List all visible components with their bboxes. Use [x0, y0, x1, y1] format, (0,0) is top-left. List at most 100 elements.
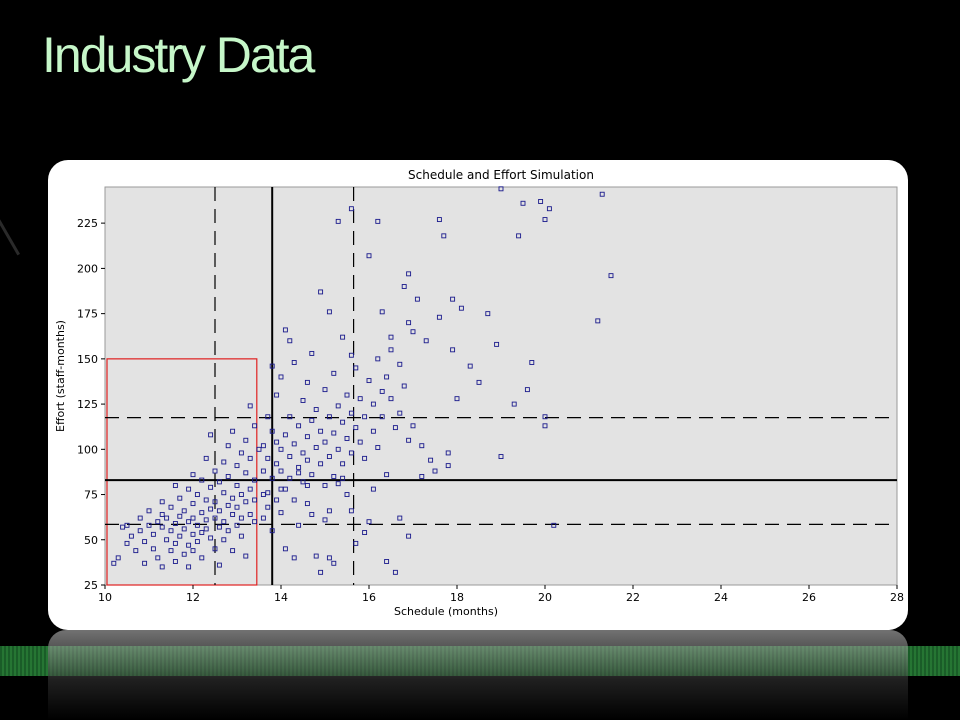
- data-point: [252, 423, 258, 429]
- data-point: [291, 360, 297, 365]
- data-point: [326, 454, 332, 460]
- data-point: [419, 443, 425, 449]
- data-point: [353, 540, 359, 546]
- data-point: [221, 459, 227, 465]
- data-point: [269, 363, 275, 369]
- data-point: [234, 522, 240, 528]
- data-point: [274, 461, 280, 467]
- data-point: [331, 474, 337, 479]
- data-point: [322, 517, 328, 523]
- y-tick-label: 125: [77, 398, 98, 411]
- data-point: [247, 455, 253, 461]
- data-point: [230, 495, 236, 501]
- data-point: [608, 273, 614, 279]
- data-point: [436, 217, 442, 223]
- data-point: [384, 559, 390, 564]
- data-point: [186, 542, 192, 548]
- data-point: [150, 546, 156, 552]
- data-point: [397, 361, 403, 367]
- data-point: [375, 445, 381, 450]
- data-point: [186, 564, 192, 570]
- x-tick-label: 22: [626, 591, 640, 604]
- data-point: [164, 515, 170, 521]
- data-point: [362, 414, 368, 420]
- x-tick-label: 26: [802, 591, 816, 604]
- data-point: [120, 524, 126, 530]
- data-point: [348, 450, 354, 456]
- data-point: [247, 511, 253, 517]
- data-point: [340, 461, 346, 467]
- data-point: [432, 468, 438, 474]
- data-point: [168, 504, 174, 510]
- data-point: [379, 388, 385, 394]
- data-point: [370, 486, 376, 492]
- data-point: [203, 517, 209, 523]
- data-point: [177, 513, 183, 519]
- x-tick-label: 14: [274, 591, 288, 604]
- data-point: [230, 548, 236, 554]
- data-point: [304, 379, 310, 385]
- data-point: [142, 539, 148, 545]
- data-point: [190, 531, 196, 537]
- data-point: [265, 414, 271, 420]
- data-point: [282, 546, 288, 552]
- data-point: [309, 350, 315, 356]
- data-point: [230, 428, 236, 434]
- data-point: [172, 483, 178, 488]
- data-point: [216, 508, 222, 514]
- data-point: [529, 360, 535, 365]
- data-point: [291, 497, 297, 503]
- data-point: [520, 200, 526, 206]
- data-point: [375, 218, 381, 224]
- data-point: [190, 548, 196, 554]
- data-point: [335, 403, 341, 409]
- data-point: [194, 522, 200, 528]
- data-point: [177, 495, 183, 501]
- data-point: [494, 341, 500, 347]
- data-point: [265, 455, 271, 461]
- data-point: [406, 320, 412, 326]
- data-point: [309, 511, 315, 517]
- data-point: [252, 519, 258, 525]
- data-point: [348, 352, 354, 358]
- data-point: [278, 486, 284, 492]
- data-point: [190, 515, 196, 521]
- data-point: [238, 533, 244, 539]
- data-point: [282, 432, 288, 438]
- data-point: [353, 425, 359, 431]
- data-point: [423, 338, 429, 344]
- x-axis-label: Schedule (months): [394, 605, 498, 618]
- data-point: [225, 502, 231, 508]
- data-point: [208, 506, 214, 512]
- data-point: [252, 477, 258, 483]
- data-point: [159, 511, 165, 517]
- data-point: [133, 548, 139, 554]
- data-point: [186, 486, 192, 492]
- data-point: [401, 284, 407, 289]
- data-point: [344, 392, 350, 398]
- data-point: [326, 508, 332, 514]
- data-point: [406, 437, 412, 443]
- x-tick-label: 18: [450, 591, 464, 604]
- data-point: [199, 510, 205, 516]
- data-point: [278, 374, 284, 380]
- data-point: [194, 492, 200, 497]
- data-point: [340, 475, 346, 481]
- data-point: [291, 555, 297, 561]
- x-tick-label: 20: [538, 591, 552, 604]
- data-point: [274, 497, 280, 503]
- data-point: [309, 472, 315, 478]
- x-tick-label: 28: [890, 591, 904, 604]
- data-point: [155, 555, 161, 561]
- data-point: [243, 437, 249, 443]
- data-point: [128, 533, 134, 539]
- data-point: [344, 492, 350, 497]
- data-point: [300, 450, 306, 456]
- data-point: [234, 483, 240, 488]
- data-point: [331, 370, 337, 376]
- data-point: [318, 461, 324, 467]
- data-point: [186, 519, 192, 525]
- data-point: [406, 533, 412, 539]
- data-point: [511, 401, 517, 407]
- data-point: [212, 499, 218, 505]
